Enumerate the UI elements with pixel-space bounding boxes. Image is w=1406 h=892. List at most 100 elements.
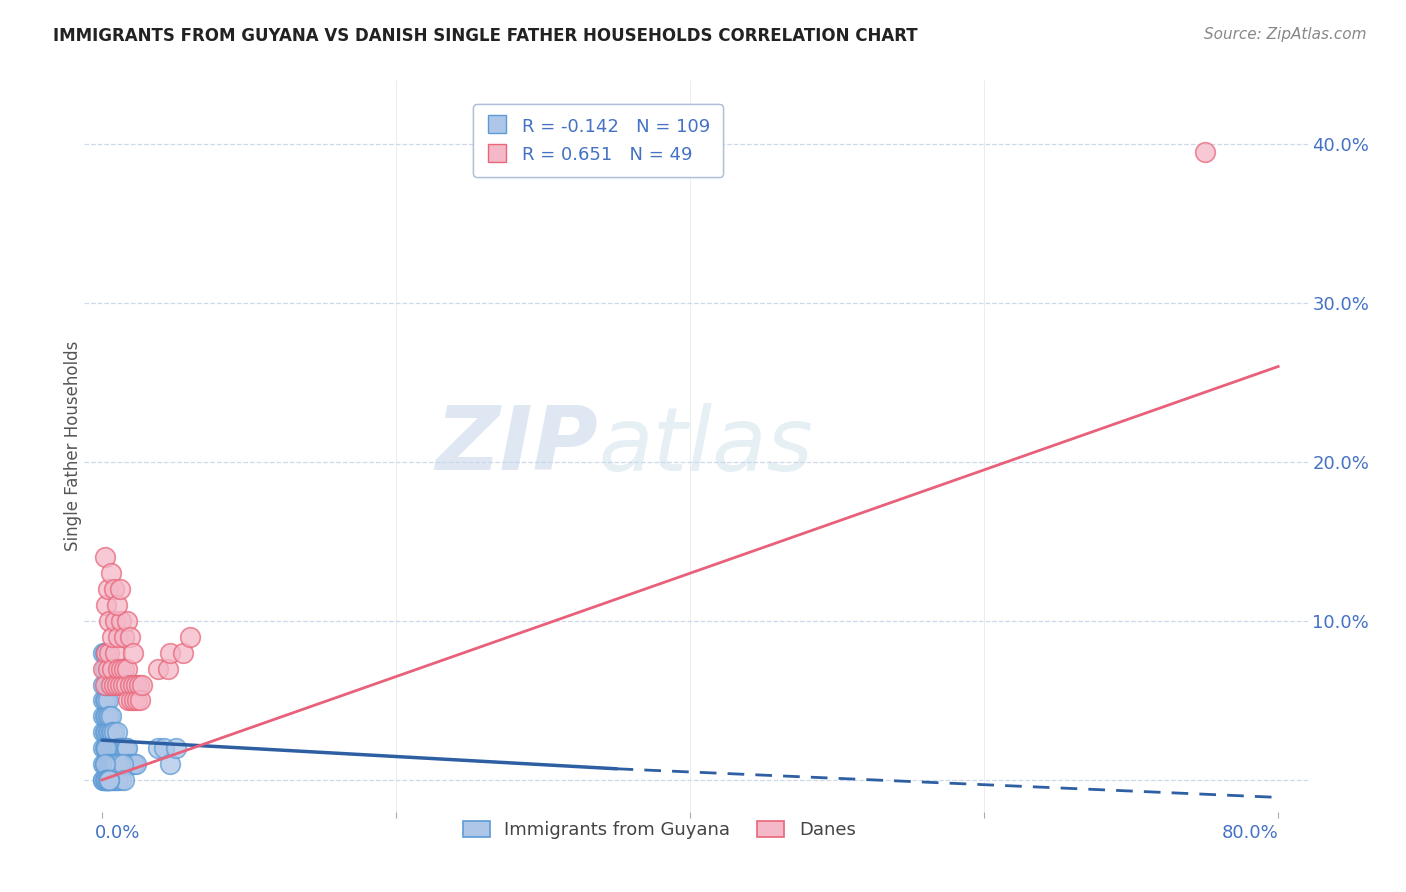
Point [101,741,124,756]
Point [115,757,138,772]
Point [124,757,146,772]
Point [96,772,118,787]
Point [97,772,120,787]
Point [94,757,117,772]
Point [93,677,115,691]
Point [100,757,122,772]
Point [98,772,121,787]
Point [97,772,120,787]
Point [100,772,122,787]
Point [101,677,124,691]
Point [96,677,118,691]
Point [98,725,121,739]
Point [104,646,127,660]
Point [103,757,125,772]
Point [94,550,117,565]
Point [98,757,121,772]
Point [122,757,145,772]
Point [165,741,187,756]
Point [103,662,125,676]
Point [101,662,124,676]
Point [100,566,122,581]
Point [96,741,118,756]
Point [103,725,125,739]
Point [117,757,139,772]
Point [94,677,117,691]
Point [93,693,115,707]
Point [1194,145,1216,159]
Point [96,709,118,723]
Point [125,757,148,772]
Point [107,741,129,756]
Point [94,662,117,676]
Point [111,757,134,772]
Point [94,693,117,707]
Point [98,741,121,756]
Point [108,757,131,772]
Point [104,614,127,628]
Point [98,772,121,787]
Point [118,677,141,691]
Point [98,677,121,691]
Point [112,757,135,772]
Point [96,646,118,660]
Point [101,757,124,772]
Point [159,757,181,772]
Point [128,677,150,691]
Point [111,757,134,772]
Point [97,662,120,676]
Point [114,677,136,691]
Point [110,757,132,772]
Point [96,677,118,691]
Point [127,693,149,707]
Text: ZIP: ZIP [436,402,598,490]
Point [98,772,121,787]
Text: IMMIGRANTS FROM GUYANA VS DANISH SINGLE FATHER HOUSEHOLDS CORRELATION CHART: IMMIGRANTS FROM GUYANA VS DANISH SINGLE … [53,27,918,45]
Point [94,725,117,739]
Point [98,709,121,723]
Point [100,709,122,723]
Point [112,630,135,644]
Point [93,725,115,739]
Point [179,630,201,644]
Point [96,772,118,787]
Point [112,772,135,787]
Point [94,646,117,660]
Point [96,693,118,707]
Point [96,598,118,612]
Text: Source: ZipAtlas.com: Source: ZipAtlas.com [1204,27,1367,42]
Point [108,582,131,596]
Point [97,772,120,787]
Point [101,772,124,787]
Point [152,741,174,756]
Point [118,630,141,644]
Point [93,709,115,723]
Point [96,772,118,787]
Point [97,693,120,707]
Point [97,725,120,739]
Point [112,741,135,756]
Point [159,646,181,660]
Point [96,757,118,772]
Point [100,677,122,691]
Point [98,614,121,628]
Point [101,757,124,772]
Point [100,757,122,772]
Point [94,741,117,756]
Point [107,772,129,787]
Point [103,741,125,756]
Point [94,662,117,676]
Point [105,725,128,739]
Point [115,614,138,628]
Point [104,757,127,772]
Point [105,598,128,612]
Point [120,693,142,707]
Point [125,677,148,691]
Point [124,693,146,707]
Point [93,772,115,787]
Point [110,772,132,787]
Point [115,741,138,756]
Point [94,772,117,787]
Point [104,772,127,787]
Point [111,741,134,756]
